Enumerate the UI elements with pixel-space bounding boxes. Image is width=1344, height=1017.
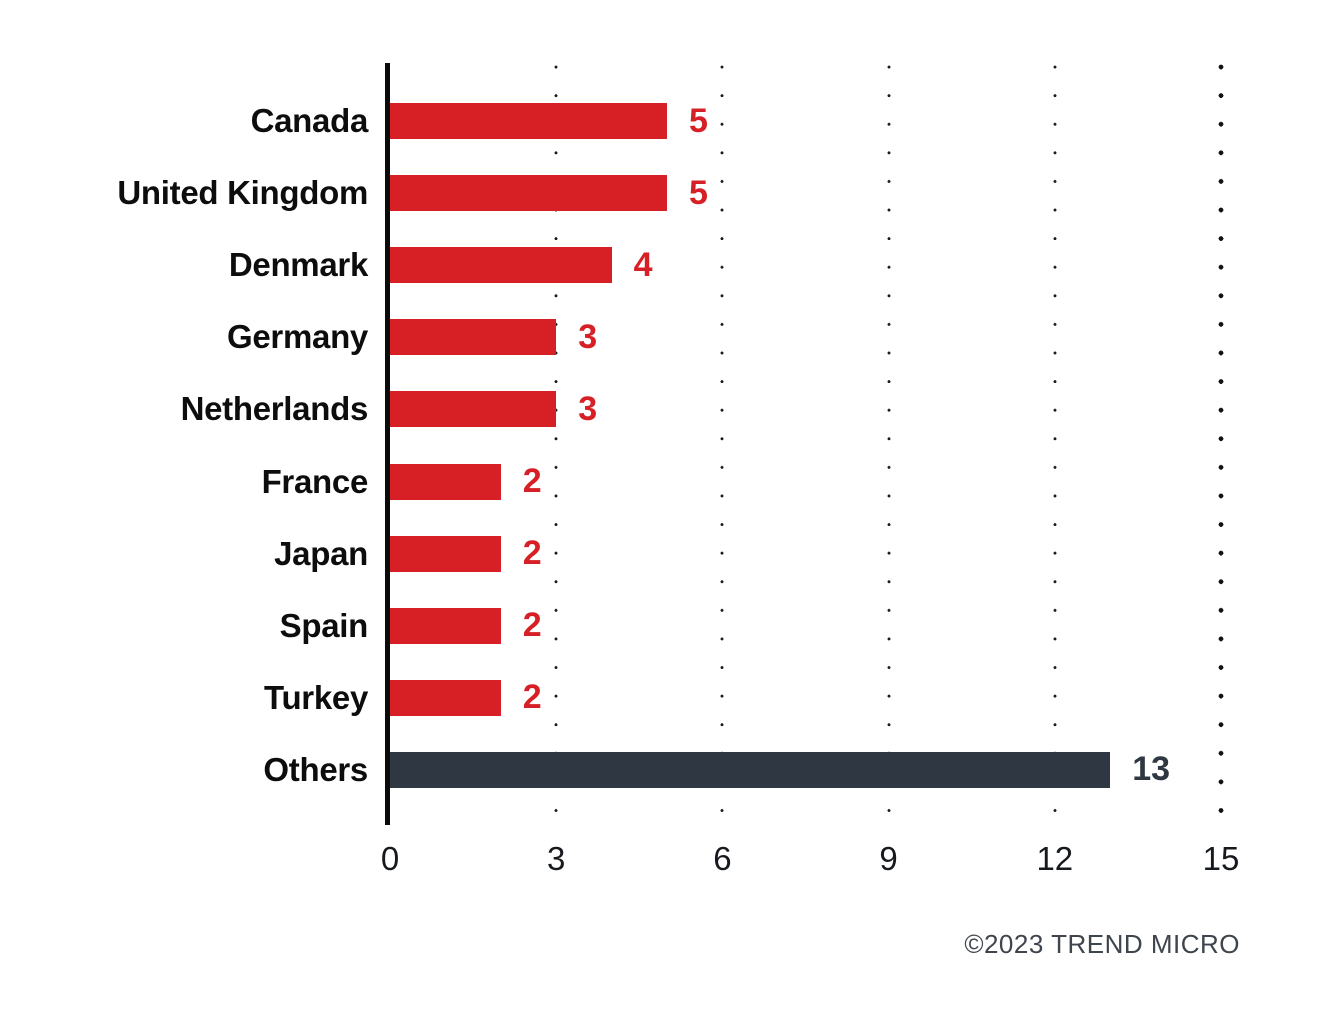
gridline-9	[887, 63, 891, 825]
x-tick-label: 12	[1036, 840, 1074, 877]
x-tick-label: 6	[713, 840, 732, 877]
bar-row: Netherlands 3	[0, 373, 1344, 445]
category-label: Turkey	[264, 678, 368, 716]
gridline-6	[720, 63, 724, 825]
value-label: 13	[1132, 750, 1171, 789]
y-axis-line	[385, 63, 390, 825]
bar-row: Canada 5	[0, 85, 1344, 157]
bar-row: Denmark 4	[0, 229, 1344, 301]
category-label: Japan	[274, 534, 368, 572]
x-tick-label: 3	[547, 840, 566, 877]
bar-row: Germany 3	[0, 301, 1344, 373]
bar	[390, 535, 501, 572]
bar	[390, 751, 1111, 788]
category-label: France	[261, 462, 369, 500]
gridline-3	[554, 63, 558, 825]
value-label: 3	[578, 389, 598, 428]
x-tick-label: 0	[380, 840, 400, 877]
value-label: 2	[522, 462, 542, 501]
bar	[390, 175, 667, 212]
category-label: Others	[263, 750, 368, 788]
bar	[390, 319, 557, 356]
value-label: 5	[689, 173, 708, 212]
gridline-15	[1218, 63, 1224, 825]
value-label: 3	[578, 317, 598, 356]
bar	[390, 247, 612, 284]
value-label: 4	[633, 245, 653, 284]
x-tick-label: 9	[879, 840, 898, 877]
value-label: 5	[689, 101, 708, 140]
x-tick-label: 15	[1202, 840, 1240, 877]
bar-row: Turkey 2	[0, 662, 1344, 734]
value-label: 2	[522, 678, 542, 717]
plot-area	[385, 63, 1224, 825]
bar-row: France 2	[0, 445, 1344, 517]
category-label: United Kingdom	[117, 174, 368, 212]
bar	[390, 679, 501, 716]
bar-row: Others 13	[0, 734, 1344, 806]
copyright-text: ©2023 TREND MICRO	[964, 929, 1240, 959]
category-label: Spain	[279, 606, 369, 644]
bar-row: Japan 2	[0, 518, 1344, 590]
gridline-12	[1053, 63, 1057, 825]
x-axis-tick-labels: 0 3 6 9 12 15	[381, 840, 1240, 882]
value-label: 2	[522, 534, 542, 573]
bar	[390, 463, 501, 500]
bar-row: United Kingdom 5	[0, 157, 1344, 229]
bar	[390, 607, 501, 644]
category-label: Germany	[227, 318, 368, 356]
category-label: Netherlands	[180, 390, 369, 428]
category-label: Canada	[250, 102, 369, 140]
category-label: Denmark	[228, 246, 368, 284]
bar	[390, 391, 557, 428]
bar	[390, 103, 667, 140]
value-label: 2	[522, 606, 542, 645]
bar-rows: Canada 5 United Kingdom 5 Denmark 4 Germany 3 Ne…	[0, 63, 1344, 825]
bar-row: Spain 2	[0, 590, 1344, 662]
